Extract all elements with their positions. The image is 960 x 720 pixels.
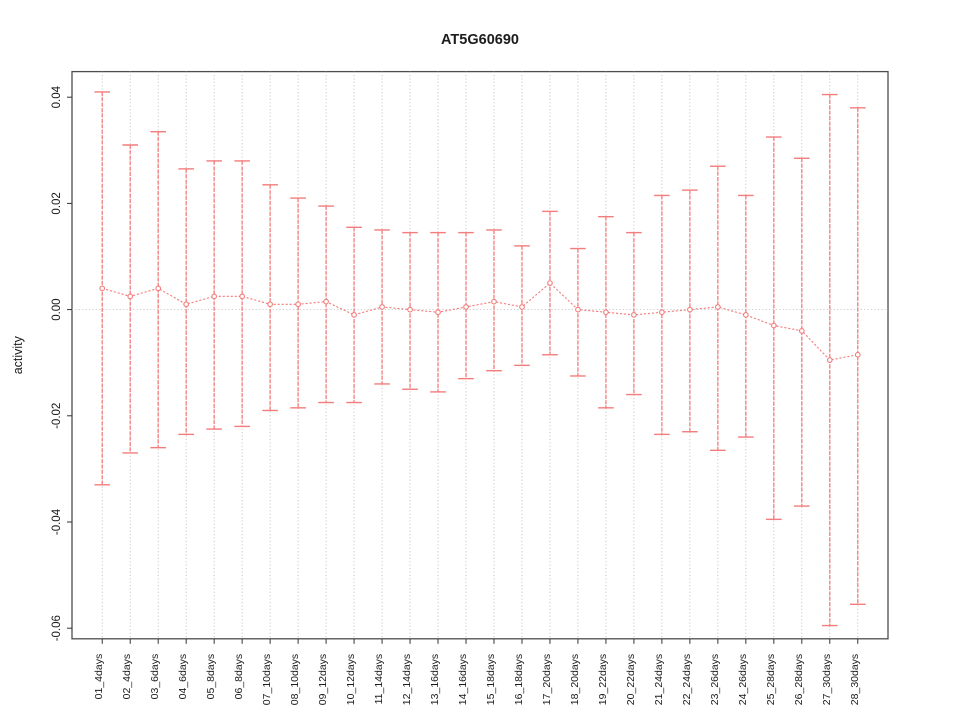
- svg-text:01_4days: 01_4days: [93, 654, 105, 700]
- svg-text:08_10days: 08_10days: [289, 654, 301, 705]
- svg-text:06_8days: 06_8days: [233, 654, 245, 700]
- svg-text:activity: activity: [11, 335, 25, 374]
- svg-text:07_10days: 07_10days: [261, 654, 273, 705]
- svg-text:13_16days: 13_16days: [429, 654, 441, 705]
- svg-text:0.02: 0.02: [51, 192, 63, 214]
- svg-text:20_22days: 20_22days: [625, 654, 637, 705]
- svg-text:0.04: 0.04: [51, 85, 63, 108]
- svg-text:16_18days: 16_18days: [513, 654, 525, 705]
- svg-text:24_26days: 24_26days: [737, 654, 749, 705]
- svg-text:26_28days: 26_28days: [793, 654, 805, 705]
- svg-text:14_16days: 14_16days: [457, 654, 469, 705]
- svg-text:-0.02: -0.02: [51, 403, 63, 429]
- svg-text:27_30days: 27_30days: [821, 654, 833, 705]
- svg-text:17_20days: 17_20days: [541, 654, 553, 705]
- svg-text:11_14days: 11_14days: [373, 654, 385, 705]
- svg-text:05_8days: 05_8days: [205, 654, 217, 700]
- svg-text:03_6days: 03_6days: [149, 654, 161, 700]
- svg-text:23_26days: 23_26days: [709, 654, 721, 705]
- svg-text:21_24days: 21_24days: [653, 654, 665, 705]
- svg-text:AT5G60690: AT5G60690: [441, 32, 519, 48]
- svg-text:0.00: 0.00: [51, 298, 63, 320]
- svg-text:09_12days: 09_12days: [317, 654, 329, 705]
- svg-text:02_4days: 02_4days: [121, 654, 133, 700]
- svg-text:22_24days: 22_24days: [681, 654, 693, 705]
- svg-text:28_30days: 28_30days: [849, 654, 861, 705]
- svg-text:10_12days: 10_12days: [345, 654, 357, 705]
- svg-text:19_22days: 19_22days: [597, 654, 609, 705]
- svg-text:12_14days: 12_14days: [401, 654, 413, 705]
- svg-text:18_20days: 18_20days: [569, 654, 581, 705]
- svg-text:15_18days: 15_18days: [485, 654, 497, 705]
- svg-text:25_28days: 25_28days: [765, 654, 777, 705]
- svg-text:04_6days: 04_6days: [177, 654, 189, 700]
- svg-text:-0.06: -0.06: [51, 615, 63, 641]
- svg-text:-0.04: -0.04: [51, 508, 63, 535]
